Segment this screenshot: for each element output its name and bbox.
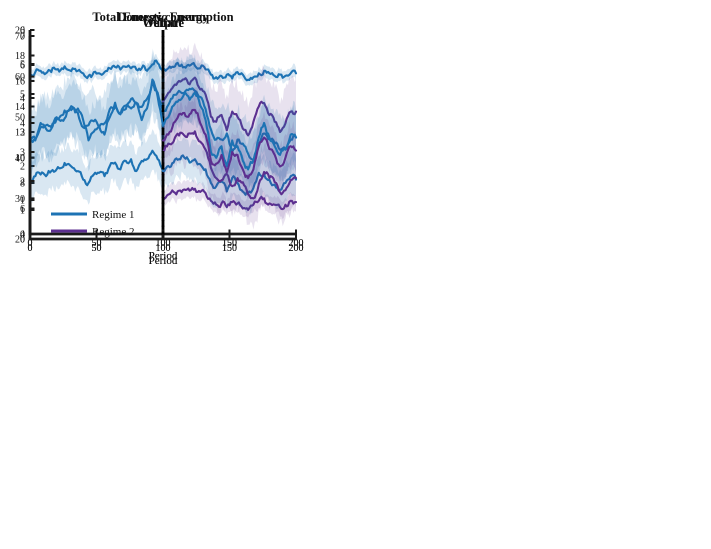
x-tick-label: 0 (28, 243, 33, 254)
chart-title: Welfare (142, 16, 185, 30)
y-tick-label: 5 (20, 60, 25, 71)
y-tick-label: 16 (15, 77, 25, 88)
y-tick-label: 6 (20, 26, 25, 37)
y-tick-label: 8 (20, 179, 25, 190)
confidence-band-regime-2 (163, 87, 296, 202)
x-tick-label: 150 (222, 243, 237, 254)
x-axis-label: Period (149, 250, 178, 262)
x-tick-label: 50 (92, 243, 102, 254)
x-tick-label: 50 (92, 243, 102, 254)
x-tick-label: 100 (156, 238, 171, 249)
y-tick-label: 50 (15, 113, 25, 124)
x-tick-label: 150 (222, 238, 237, 249)
confidence-band-regime-2 (163, 42, 296, 170)
y-tick-label: 20 (15, 26, 25, 37)
x-axis-label: Period (149, 250, 178, 262)
y-tick-label: 1 (20, 196, 25, 207)
x-tick-label: 150 (222, 238, 237, 249)
x-tick-label: 0 (28, 238, 33, 249)
plot-area (30, 30, 298, 234)
x-tick-label: 200 (289, 243, 304, 254)
x-tick-label: 50 (92, 238, 102, 249)
x-tick-label: 200 (289, 238, 304, 249)
y-tick-label: 60 (15, 72, 25, 83)
y-tick-label: 1 (20, 206, 25, 217)
y-tick-label: 4 (20, 94, 25, 105)
y-tick-label: 2 (20, 162, 25, 173)
x-tick-label: 200 (289, 238, 304, 249)
subplot-output: 0 50 100 150 200 0 1 2 3 4 5 6 7 Output Period Regime 1… (0, 0, 356, 275)
x-tick-label: 50 (92, 238, 102, 249)
y-tick-label: 10 (15, 153, 25, 164)
y-tick-label: 3 (20, 148, 25, 159)
series-line-regime-2 (161, 130, 298, 200)
series-line-regime-2 (161, 108, 298, 180)
x-tick-label: 100 (156, 243, 171, 254)
y-tick-label: 2 (20, 177, 25, 188)
x-tick-label: 100 (156, 238, 171, 249)
y-tick-label: 5 (20, 90, 25, 101)
x-tick-label: 0 (28, 243, 33, 254)
y-tick-label: 14 (15, 102, 25, 113)
y-tick-label: 40 (15, 153, 25, 164)
y-tick-label: 18 (15, 51, 25, 62)
x-tick-label: 200 (289, 243, 304, 254)
y-tick-label: 6 (20, 61, 25, 72)
x-tick-label: 100 (156, 243, 171, 254)
y-tick-label: 20 (15, 235, 25, 246)
y-tick-label: 70 (15, 32, 25, 43)
series-line-regime-1 (30, 78, 298, 171)
y-tick-label: 4 (20, 230, 25, 241)
y-tick-label: 12 (15, 128, 25, 139)
legend-label: Regime 2 (92, 226, 134, 238)
y-tick-label: 0 (20, 235, 25, 246)
legend: Regime 1 Regime 2 (51, 209, 134, 238)
y-tick-label: 30 (15, 194, 25, 205)
series-line-regime-2 (161, 186, 298, 211)
y-tick-label: 0 (20, 230, 25, 241)
y-tick-label: 6 (20, 204, 25, 215)
chart-title: Total Energy consumption (92, 10, 233, 24)
legend-label: Regime 1 (92, 209, 134, 221)
x-axis-label: Period (149, 255, 178, 267)
y-tick-label: 4 (20, 119, 25, 130)
series-line-regime-1 (30, 149, 298, 196)
plot-area (30, 36, 298, 239)
chart-title: Domestic Energy (117, 10, 209, 24)
confidence-band-regime-2 (163, 179, 296, 220)
chart-title: Output (144, 16, 184, 30)
y-tick-label: 7 (20, 32, 25, 43)
x-tick-label: 0 (28, 238, 33, 249)
y-tick-label: 3 (20, 128, 25, 139)
subplot-domestic-energy: 0 50 100 150 200 0 1 2 3 4 5 6 Domestic Energy Period (0, 0, 356, 275)
series-line-regime-2 (161, 76, 298, 137)
x-tick-label: 150 (222, 243, 237, 254)
x-axis-label: Period (149, 255, 178, 267)
